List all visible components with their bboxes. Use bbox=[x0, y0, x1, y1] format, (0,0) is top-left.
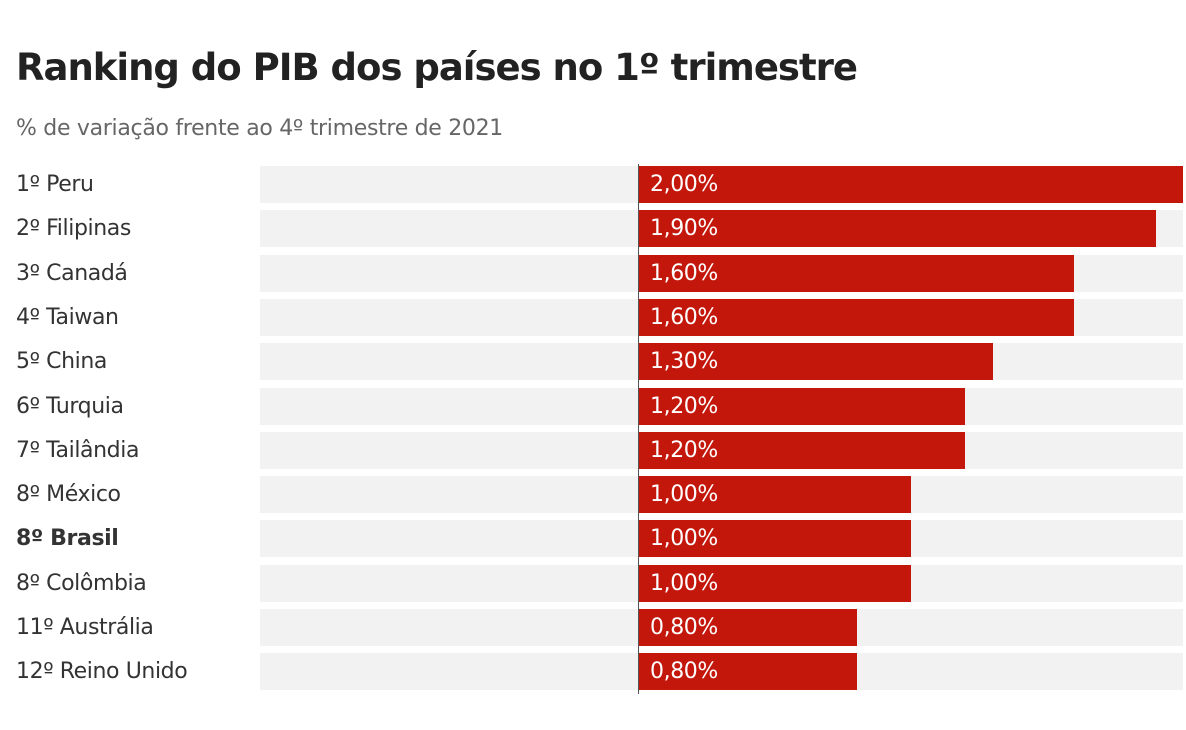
category-label: 8º Colômbia bbox=[16, 571, 147, 596]
category-label: 7º Tailândia bbox=[16, 438, 140, 463]
value-label: 1,60% bbox=[650, 261, 718, 286]
zero-axis-line bbox=[638, 164, 639, 694]
value-label: 1,00% bbox=[650, 526, 718, 551]
value-label: 1,20% bbox=[650, 394, 718, 419]
value-label: 0,80% bbox=[650, 659, 718, 684]
value-label: 1,00% bbox=[650, 482, 718, 507]
category-label: 8º Brasil bbox=[16, 526, 119, 551]
bar bbox=[639, 653, 857, 690]
bar bbox=[639, 609, 857, 646]
category-label: 3º Canadá bbox=[16, 261, 128, 286]
category-label: 1º Peru bbox=[16, 172, 94, 197]
category-label: 4º Taiwan bbox=[16, 305, 119, 330]
bar bbox=[639, 476, 911, 513]
value-label: 1,20% bbox=[650, 438, 718, 463]
category-label: 8º México bbox=[16, 482, 121, 507]
bar bbox=[639, 299, 1074, 336]
value-label: 1,30% bbox=[650, 349, 718, 374]
chart-subtitle: % de variação frente ao 4º trimestre de … bbox=[16, 116, 503, 141]
chart-title: Ranking do PIB dos países no 1º trimestr… bbox=[16, 46, 858, 89]
bar bbox=[639, 166, 1183, 203]
bar bbox=[639, 520, 911, 557]
value-label: 1,00% bbox=[650, 571, 718, 596]
bar bbox=[639, 343, 993, 380]
value-label: 1,90% bbox=[650, 216, 718, 241]
bar bbox=[639, 432, 965, 469]
bar bbox=[639, 210, 1156, 247]
category-label: 6º Turquia bbox=[16, 394, 124, 419]
bar bbox=[639, 388, 965, 425]
category-label: 5º China bbox=[16, 349, 107, 374]
category-label: 11º Austrália bbox=[16, 615, 154, 640]
value-label: 2,00% bbox=[650, 172, 718, 197]
bar bbox=[639, 255, 1074, 292]
value-label: 1,60% bbox=[650, 305, 718, 330]
category-label: 2º Filipinas bbox=[16, 216, 131, 241]
category-label: 12º Reino Unido bbox=[16, 659, 188, 684]
value-label: 0,80% bbox=[650, 615, 718, 640]
bar bbox=[639, 565, 911, 602]
